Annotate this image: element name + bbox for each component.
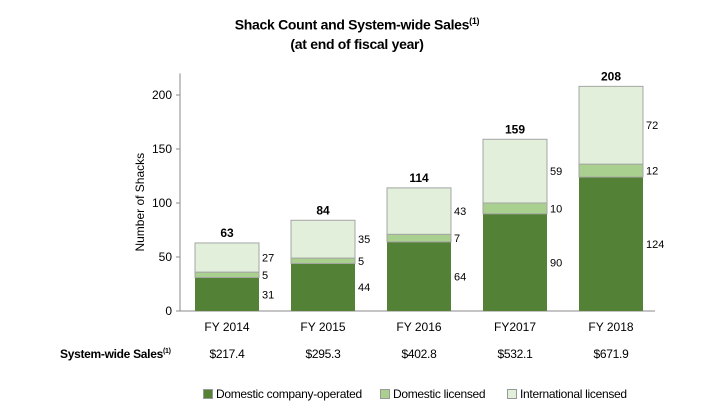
y-tick-label: 0	[165, 304, 172, 318]
title-superscript: (1)	[469, 16, 480, 26]
stacked-bar-chart: 0 50 100 150 200 Number of Shacks 31 5 27 63 FY 20…	[133, 69, 664, 334]
legend-item: International licensed	[507, 387, 627, 401]
sales-value: $295.3	[305, 347, 341, 361]
sales-value: $532.1	[497, 347, 533, 361]
sales-label-text: System-wide Sales	[60, 347, 163, 361]
legend-item: Domestic company-operated	[203, 387, 362, 401]
legend-item: Domestic licensed	[380, 387, 486, 401]
segment-data-label: 31	[262, 289, 274, 301]
segment-data-label: 10	[550, 203, 562, 215]
segment-data-label: 7	[454, 233, 460, 245]
bar-segment	[578, 163, 644, 178]
total-data-label: 159	[505, 122, 525, 136]
segment-data-label: 64	[454, 271, 466, 283]
bar-segment	[579, 177, 643, 311]
sales-row-label: System-wide Sales(1)	[60, 347, 171, 361]
bar-segment	[386, 187, 452, 235]
bar-segment	[195, 277, 259, 311]
bar-segment	[483, 213, 547, 311]
total-data-label: 63	[220, 226, 234, 240]
sales-value: $671.9	[593, 347, 629, 361]
x-tick-label: FY 2018	[588, 320, 633, 334]
legend-label: Domestic licensed	[393, 387, 486, 401]
segment-data-label: 44	[358, 282, 370, 294]
total-data-label: 84	[316, 203, 330, 217]
segment-data-label: 43	[454, 206, 466, 218]
chart-subtitle: (at end of fiscal year)	[290, 35, 424, 52]
chart-title: Shack Count and System-wide Sales(1) (at…	[0, 12, 714, 54]
sales-value: $402.8	[401, 347, 437, 361]
y-tick-label: 200	[152, 88, 172, 102]
x-tick-label: FY 2014	[204, 320, 249, 334]
bar-segment	[291, 263, 355, 311]
legend-swatch	[380, 389, 390, 399]
segment-data-label: 5	[358, 256, 364, 268]
segment-data-label: 59	[550, 166, 562, 178]
bar-segment	[578, 85, 644, 165]
segment-data-label: 35	[358, 234, 370, 246]
y-tick-label: 150	[152, 142, 172, 156]
bar-segment	[290, 257, 356, 264]
x-tick-label: FY 2015	[300, 320, 345, 334]
y-tick-label: 50	[159, 250, 173, 264]
segment-data-label: 124	[646, 239, 664, 251]
legend-swatch	[203, 389, 213, 399]
bar-segment	[387, 241, 451, 311]
y-tick-label: 100	[152, 196, 172, 210]
legend-label: Domestic company-operated	[216, 387, 362, 401]
segment-data-label: 72	[646, 120, 658, 132]
y-axis-label: Number of Shacks	[133, 153, 147, 252]
x-tick-label: FY2017	[494, 320, 536, 334]
bar-segment	[194, 271, 260, 279]
total-data-label: 208	[601, 69, 621, 83]
bar-segment	[290, 219, 356, 259]
segment-data-label: 27	[262, 253, 274, 265]
total-data-label: 114	[409, 171, 429, 185]
legend-swatch	[507, 389, 517, 399]
sales-label-superscript: (1)	[162, 348, 171, 355]
segment-data-label: 12	[646, 166, 658, 178]
legend-label: International licensed	[520, 387, 627, 401]
bar-segment	[482, 138, 548, 204]
segment-data-label: 5	[262, 270, 268, 282]
bar-segment	[482, 202, 548, 215]
title-text: Shack Count and System-wide Sales	[234, 16, 470, 33]
x-tick-label: FY 2016	[396, 320, 441, 334]
bar-segment	[194, 242, 260, 273]
sales-value: $217.4	[209, 347, 245, 361]
bar-segment	[386, 233, 452, 243]
segment-data-label: 90	[550, 257, 562, 269]
